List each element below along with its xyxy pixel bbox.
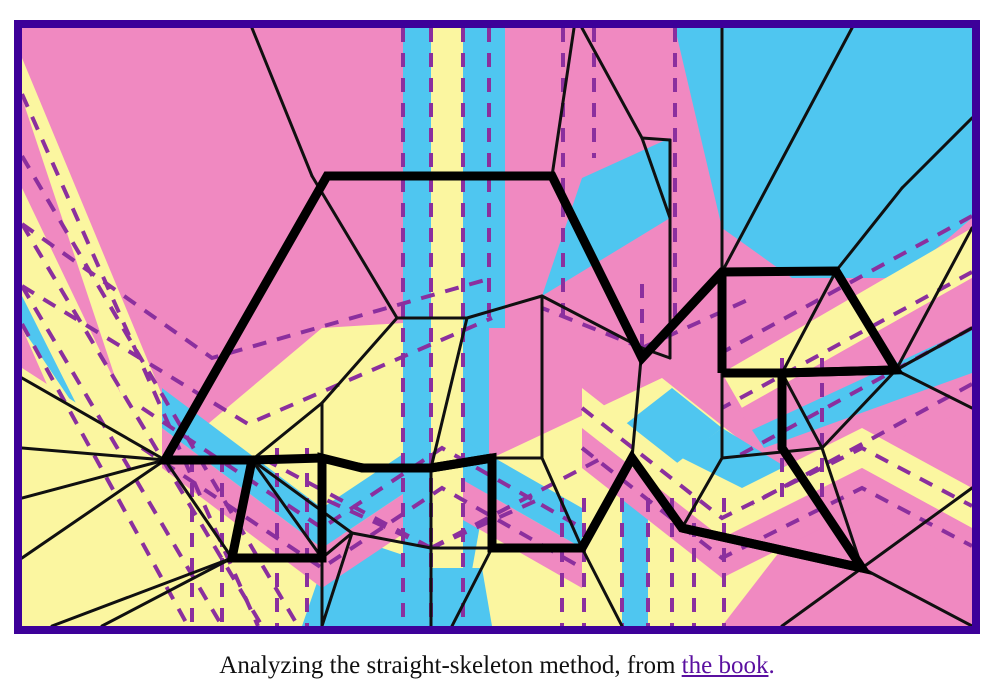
offset-curve-5 — [22, 323, 190, 626]
arc-59 — [860, 486, 972, 570]
offset-curve-7 — [22, 284, 493, 427]
offset-fan-6 — [641, 296, 753, 350]
polygon-edge-left-notch — [165, 453, 323, 465]
face-blue-bottom-left — [302, 568, 492, 626]
stripe-blue-top-3 — [489, 28, 505, 168]
offset-chev-3 — [580, 406, 972, 521]
arc-61 — [780, 566, 864, 626]
offset-curve-3 — [22, 222, 264, 626]
arc-21 — [22, 446, 167, 462]
arc-2 — [550, 28, 576, 178]
caption-text-before: Analyzing the straight-skeleton method, … — [219, 652, 682, 679]
stripe-blue-top-2 — [463, 28, 489, 168]
input-polygon-group — [157, 171, 904, 575]
stripe-yellow-mid-1 — [431, 168, 463, 568]
offset-right-3 — [737, 326, 972, 458]
arc-13 — [250, 401, 324, 462]
arc-9 — [310, 174, 399, 320]
stripe-yellow-top-1 — [431, 28, 463, 168]
arc-8 — [640, 136, 672, 220]
offset-fan-5 — [541, 306, 643, 350]
arc-5 — [720, 28, 854, 274]
arc-62 — [894, 368, 972, 410]
arc-53 — [720, 446, 824, 460]
arc-65 — [834, 186, 904, 273]
arc-64 — [894, 226, 972, 372]
arc-60 — [860, 566, 972, 626]
caption-book-link[interactable]: the book — [681, 652, 769, 679]
arc-44 — [320, 531, 354, 560]
chevron-yellow-right — [582, 388, 972, 538]
arc-3 — [580, 28, 644, 140]
arc-23 — [22, 376, 167, 462]
arc-67 — [22, 458, 167, 500]
polygon-edge-right-top — [781, 365, 897, 378]
stripe-blue-mid-2 — [463, 168, 489, 328]
face-pink-right-ray — [738, 278, 972, 428]
offset-fan-1 — [321, 496, 432, 550]
arc-54 — [680, 456, 724, 530]
caption-text-after: . — [768, 652, 775, 679]
offset-fan-4 — [430, 456, 603, 550]
polygon-edge-center-top — [362, 453, 493, 473]
offset-fan-2 — [261, 456, 432, 550]
straight-skeleton-svg — [22, 28, 972, 626]
arc-66 — [900, 116, 972, 190]
arc-37 — [630, 346, 644, 460]
offset-curve-6 — [22, 222, 493, 361]
face-blue-wedge-center — [542, 138, 670, 296]
stripe-blue-mid-1 — [403, 168, 431, 568]
offset-chev-2 — [140, 446, 583, 571]
arc-11 — [320, 316, 399, 405]
arc-17 — [163, 458, 234, 560]
arc-1 — [250, 28, 314, 178]
arc-22 — [22, 458, 167, 560]
arc-27 — [429, 316, 469, 470]
arc-32 — [350, 531, 433, 550]
arc-50 — [780, 371, 824, 450]
arc-43 — [580, 546, 624, 626]
offset-chev-1 — [140, 406, 583, 531]
offset-right-2 — [721, 270, 972, 410]
chevron-pink-right — [582, 428, 972, 578]
face-yellow-right-ray — [722, 228, 972, 408]
arc-24 — [100, 556, 234, 626]
arc-6 — [640, 136, 672, 142]
figure-caption: Analyzing the straight-skeleton method, … — [0, 650, 994, 682]
central-stripe-bundle — [403, 28, 505, 568]
offset-curves-group — [22, 28, 972, 626]
arc-20 — [250, 458, 354, 535]
arc-49 — [780, 269, 838, 375]
arc-19 — [250, 458, 324, 560]
arc-35 — [540, 294, 644, 350]
offset-curve-4 — [22, 284, 224, 626]
arc-68 — [320, 531, 354, 626]
arc-42 — [450, 546, 494, 626]
offset-fan-3 — [430, 496, 543, 550]
arc-40 — [540, 456, 584, 550]
offset-curve-2 — [22, 154, 300, 626]
arc-63 — [894, 326, 972, 372]
arc-51 — [820, 368, 898, 450]
polygon-edge-rb — [681, 523, 863, 573]
arc-56 — [820, 446, 864, 570]
face-blue-upper-right — [675, 28, 972, 278]
stripe-blue-bottom-1 — [622, 498, 648, 626]
arc-26 — [465, 294, 544, 320]
figure-frame — [14, 20, 980, 634]
offset-chev-4 — [580, 446, 972, 561]
arc-25 — [50, 556, 234, 626]
stripe-blue-top-1 — [403, 28, 431, 168]
